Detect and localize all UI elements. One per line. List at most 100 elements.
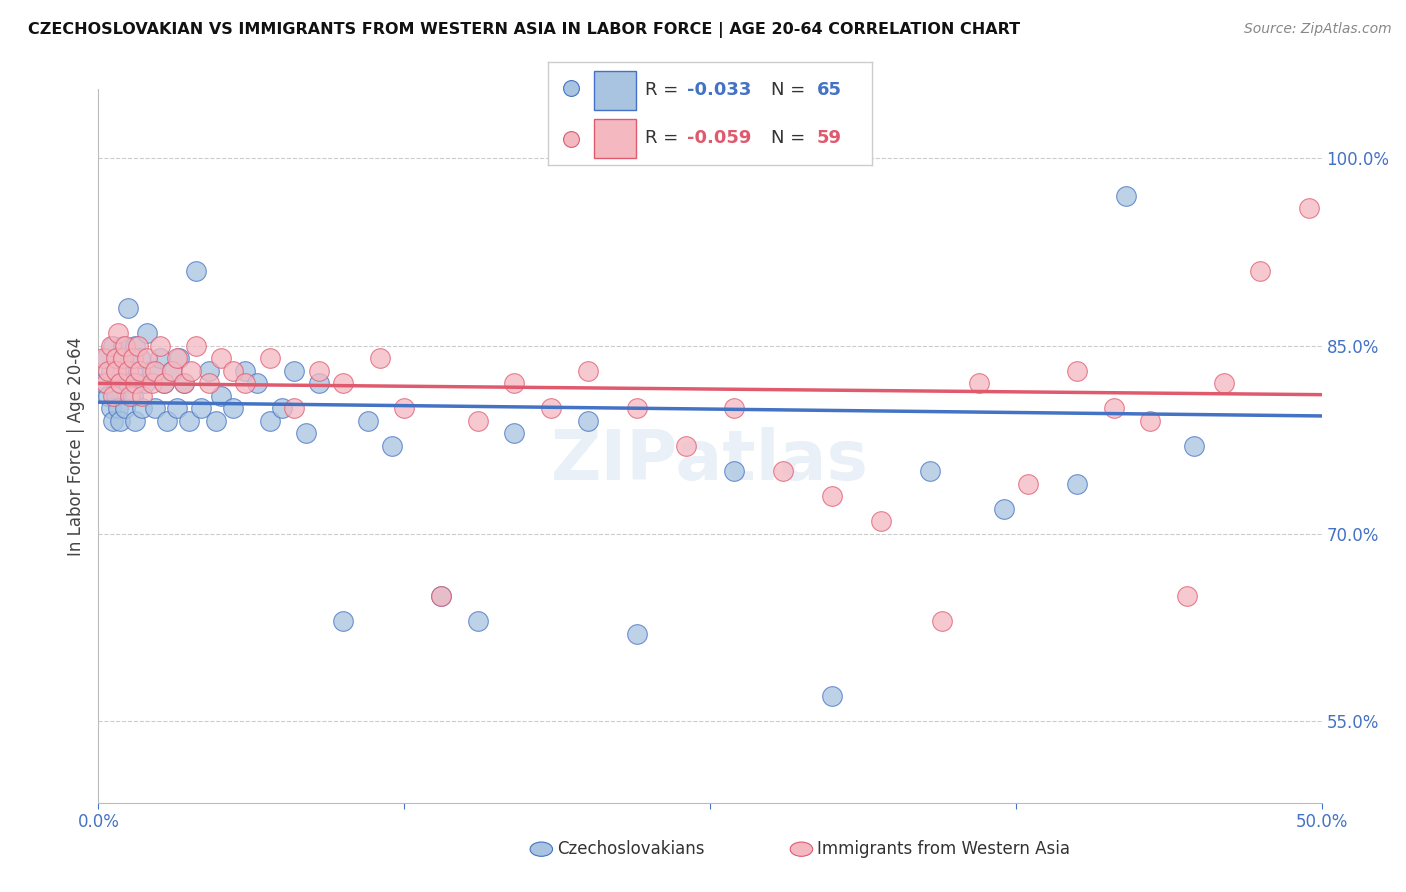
Point xyxy=(97,364,120,378)
Point xyxy=(127,339,149,353)
Point xyxy=(153,376,176,391)
Point xyxy=(430,589,453,603)
Point xyxy=(117,376,139,391)
Point xyxy=(104,364,127,378)
Text: Immigrants from Western Asia: Immigrants from Western Asia xyxy=(817,840,1070,858)
Text: 65: 65 xyxy=(817,80,842,99)
Point xyxy=(114,401,136,416)
Point xyxy=(1184,439,1206,453)
Point xyxy=(134,376,156,391)
Point xyxy=(246,376,269,391)
Point xyxy=(467,414,489,428)
Point xyxy=(1139,414,1161,428)
Point xyxy=(308,364,330,378)
Point xyxy=(110,376,132,391)
Point xyxy=(129,364,152,378)
Point xyxy=(177,414,200,428)
Point xyxy=(127,364,149,378)
Point xyxy=(821,489,844,503)
Point xyxy=(167,351,190,366)
Point xyxy=(166,401,188,416)
Point xyxy=(993,501,1015,516)
Point xyxy=(1066,364,1088,378)
Point xyxy=(576,364,599,378)
Point xyxy=(209,351,232,366)
Point xyxy=(1102,401,1125,416)
Point xyxy=(1298,201,1320,215)
Point xyxy=(104,351,127,366)
Point xyxy=(626,627,648,641)
Point xyxy=(197,364,219,378)
Point xyxy=(121,351,143,366)
Point xyxy=(104,389,127,403)
Point xyxy=(124,414,146,428)
FancyBboxPatch shape xyxy=(593,119,636,158)
Point xyxy=(503,376,526,391)
Point xyxy=(626,401,648,416)
Point xyxy=(197,376,219,391)
Point xyxy=(967,376,990,391)
Point xyxy=(94,351,117,366)
Point xyxy=(356,414,378,428)
Point xyxy=(100,339,122,353)
Point xyxy=(117,364,139,378)
FancyBboxPatch shape xyxy=(593,70,636,110)
Point xyxy=(124,339,146,353)
Point xyxy=(110,376,132,391)
Point xyxy=(107,351,129,366)
Point xyxy=(117,301,139,316)
Point xyxy=(467,614,489,628)
Point xyxy=(100,364,122,378)
Point xyxy=(149,351,172,366)
Point xyxy=(143,364,166,378)
Point xyxy=(136,351,159,366)
Text: ZIPatlas: ZIPatlas xyxy=(551,426,869,494)
Point xyxy=(101,339,124,353)
Text: 59: 59 xyxy=(817,128,842,147)
Point xyxy=(205,414,228,428)
Point xyxy=(723,401,745,416)
Point xyxy=(111,339,134,353)
Point xyxy=(91,351,114,366)
Point xyxy=(107,401,129,416)
Point xyxy=(121,389,143,403)
Text: CZECHOSLOVAKIAN VS IMMIGRANTS FROM WESTERN ASIA IN LABOR FORCE | AGE 20-64 CORRE: CZECHOSLOVAKIAN VS IMMIGRANTS FROM WESTE… xyxy=(28,22,1021,38)
Point xyxy=(131,389,153,403)
Point xyxy=(136,326,159,341)
Text: N =: N = xyxy=(772,80,811,99)
Text: N =: N = xyxy=(772,128,811,147)
Point xyxy=(124,376,146,391)
Point xyxy=(270,401,294,416)
Point xyxy=(1115,188,1137,202)
Point xyxy=(259,351,281,366)
Point xyxy=(129,351,152,366)
Point xyxy=(180,364,202,378)
Text: R =: R = xyxy=(645,128,685,147)
Point xyxy=(209,389,232,403)
Point xyxy=(101,389,124,403)
Point xyxy=(120,389,142,403)
Point xyxy=(107,326,129,341)
Point xyxy=(233,376,256,391)
Point xyxy=(920,464,942,478)
Point xyxy=(160,364,183,378)
Point xyxy=(283,401,305,416)
Point xyxy=(190,401,212,416)
Point xyxy=(870,514,893,528)
Point xyxy=(233,364,256,378)
Point xyxy=(173,376,195,391)
Point xyxy=(576,414,599,428)
Point xyxy=(540,401,562,416)
Point xyxy=(430,589,453,603)
Point xyxy=(368,351,391,366)
Point xyxy=(143,401,166,416)
Point xyxy=(131,401,153,416)
Point xyxy=(222,401,245,416)
Point xyxy=(1175,589,1198,603)
Point xyxy=(503,426,526,441)
Point xyxy=(101,414,124,428)
Point xyxy=(1212,376,1234,391)
Point xyxy=(675,439,697,453)
Point xyxy=(308,376,330,391)
Point xyxy=(772,464,794,478)
